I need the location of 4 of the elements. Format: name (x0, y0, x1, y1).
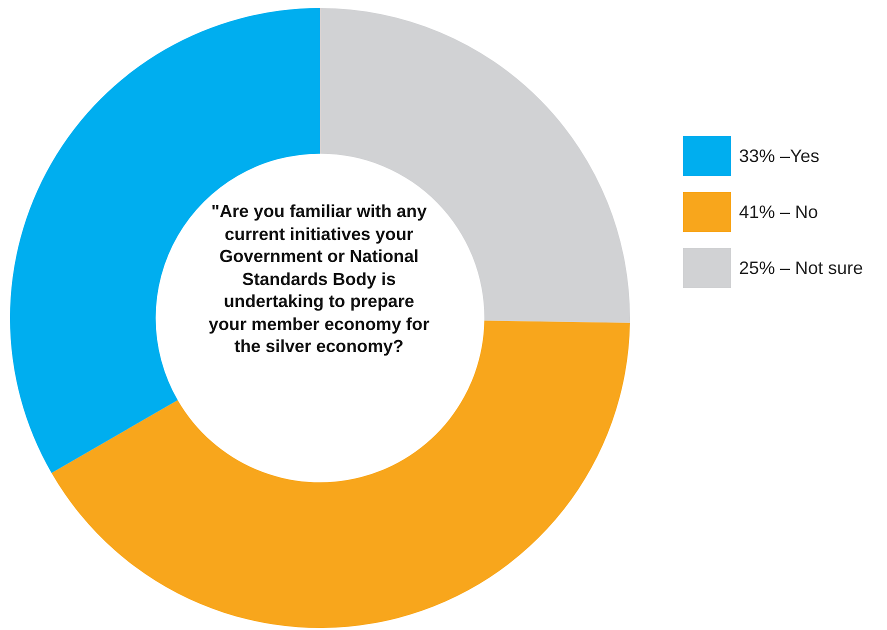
legend-label: 41% – No (739, 202, 818, 222)
text: "Are you familiar with any current initiatives your Government or National Standards Body is undertaking to prepare your member economy for the silver economy? (208, 200, 430, 358)
legend-label: 25% – Not sure (739, 258, 864, 278)
legend-label: 33% –Yes (739, 146, 820, 166)
